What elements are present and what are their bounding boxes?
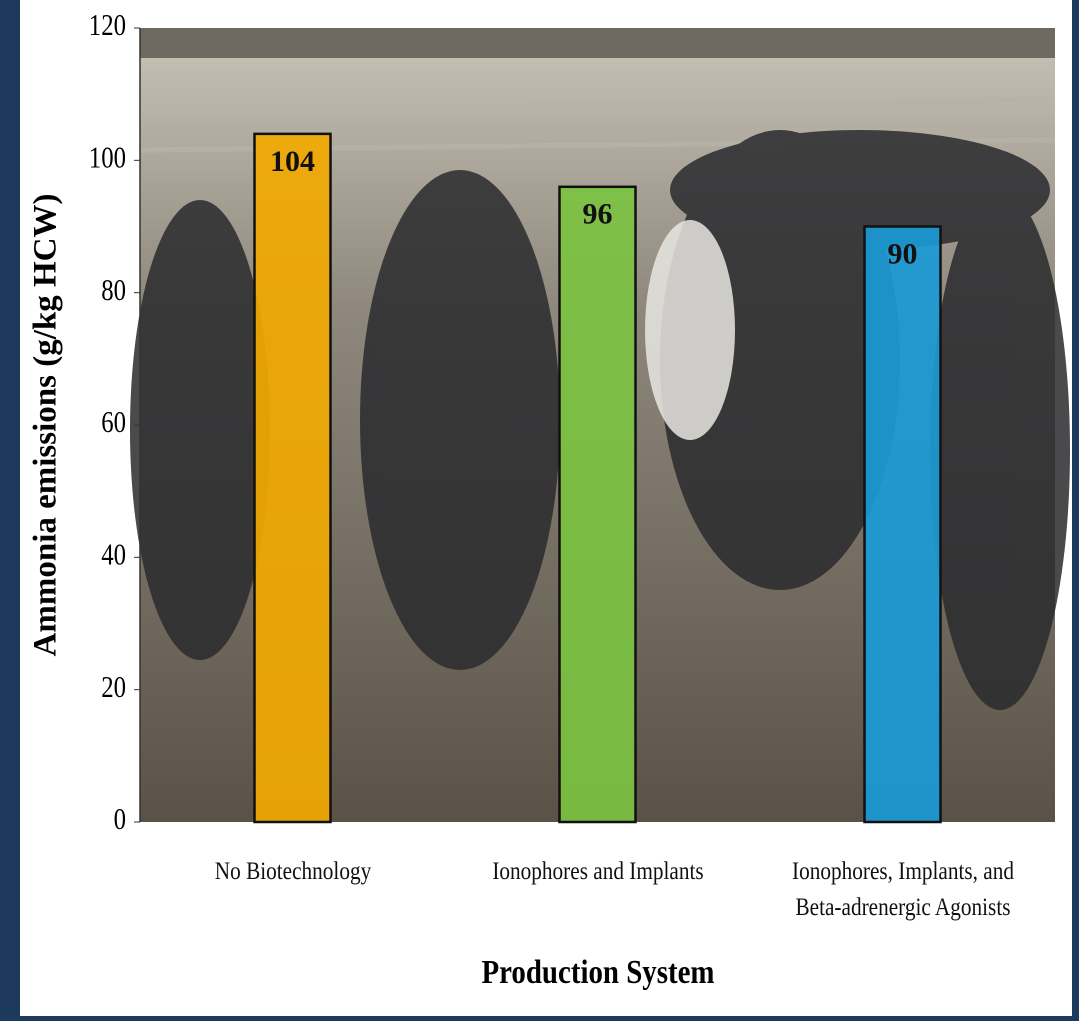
y-tick-label: 100	[89, 141, 126, 175]
value-label: 90	[888, 237, 918, 270]
y-tick-label: 20	[101, 670, 126, 704]
bar	[863, 225, 942, 824]
value-label: 104	[270, 145, 315, 178]
value-label: 96	[583, 198, 613, 231]
y-tick-label: 0	[114, 803, 126, 837]
x-axis-label: Production System	[481, 953, 714, 991]
y-tick-label: 120	[89, 9, 126, 43]
bar	[253, 132, 332, 824]
y-tick-label: 80	[101, 273, 126, 307]
bar	[558, 185, 637, 824]
x-tick-label: Ionophores, Implants, and Beta-adrenergi…	[791, 858, 1014, 921]
x-tick-label: Ionophores and Implants	[491, 858, 704, 885]
y-tick-label: 60	[101, 406, 126, 440]
y-tick-label: 40	[101, 538, 126, 572]
x-tick-label: No Biotechnology	[214, 858, 371, 885]
y-axis-label: Ammonia emissions (g/kg HCW)	[28, 194, 64, 657]
